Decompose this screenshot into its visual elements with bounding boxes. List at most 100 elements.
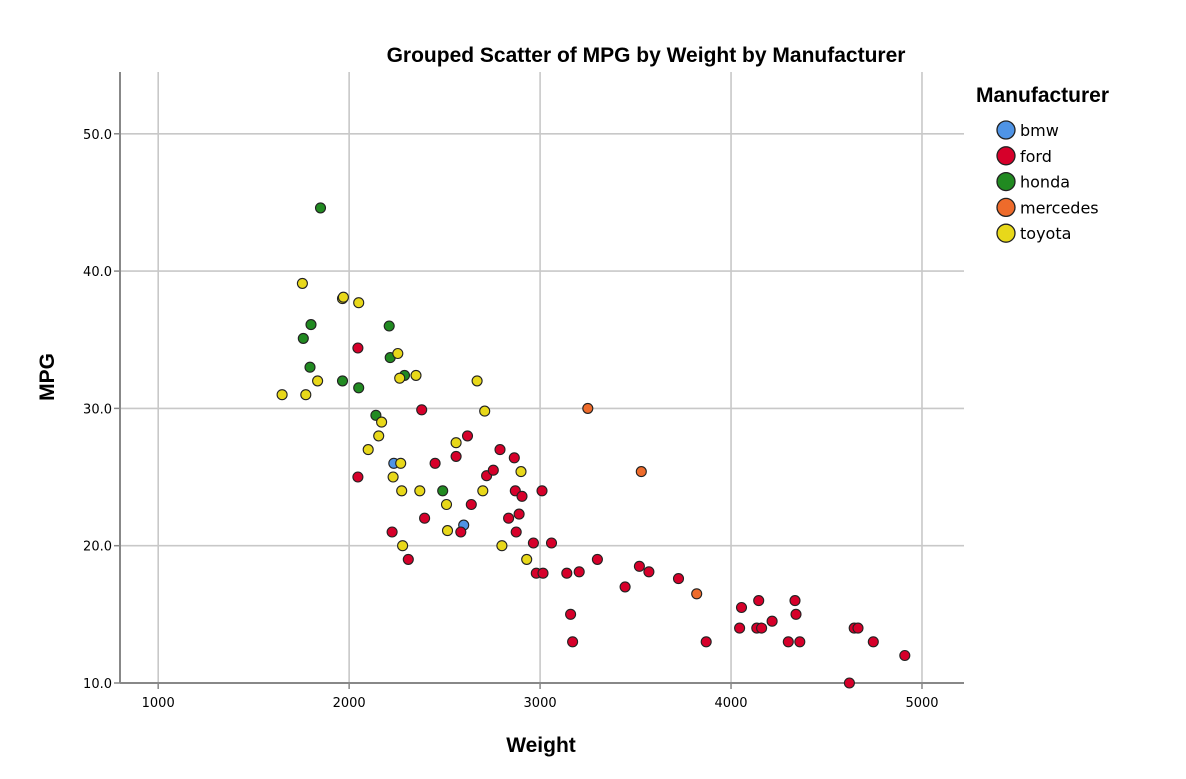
data-point-ford xyxy=(487,464,499,476)
x-axis-label: Weight xyxy=(506,734,576,757)
data-point-ford xyxy=(782,636,794,648)
legend: bmw ford honda mercedes toyota xyxy=(996,120,1099,243)
x-tick-label: 2000 xyxy=(333,696,366,711)
data-point-ford xyxy=(843,677,855,689)
data-point-toyota xyxy=(515,466,527,478)
data-point-ford xyxy=(766,615,778,627)
legend-label-bmw: bmw xyxy=(1020,121,1059,140)
data-point-ford xyxy=(619,581,631,593)
data-point-toyota xyxy=(353,297,365,309)
data-point-ford xyxy=(899,649,911,662)
data-point-toyota xyxy=(387,471,399,483)
x-tick-label: 4000 xyxy=(714,696,747,711)
data-point-toyota xyxy=(414,485,426,497)
data-point-toyota xyxy=(337,291,349,303)
data-point-ford xyxy=(416,404,428,416)
data-point-honda xyxy=(305,319,317,331)
data-point-ford xyxy=(591,553,603,565)
data-point-ford xyxy=(455,526,467,538)
x-tick-label: 5000 xyxy=(905,696,938,711)
legend-label-toyota: toyota xyxy=(1020,224,1071,243)
data-point-ford xyxy=(419,512,431,524)
data-point-ford xyxy=(510,526,522,538)
data-point-toyota xyxy=(276,389,288,401)
data-point-ford xyxy=(867,636,879,648)
data-point-toyota xyxy=(362,444,374,456)
data-point-ford xyxy=(352,342,364,354)
legend-label-honda: honda xyxy=(1020,173,1070,192)
data-point-toyota xyxy=(312,375,324,387)
y-tick-label: 10.0 xyxy=(83,677,112,692)
data-point-mercedes xyxy=(691,588,703,600)
data-point-mercedes xyxy=(582,402,594,414)
axes xyxy=(114,72,964,689)
data-point-ford xyxy=(516,490,528,502)
data-points xyxy=(276,202,911,689)
data-point-ford xyxy=(513,508,525,520)
data-point-ford xyxy=(561,567,573,579)
data-point-ford xyxy=(633,560,645,572)
y-tick-label: 40.0 xyxy=(83,265,112,280)
data-point-toyota xyxy=(496,540,508,552)
data-point-toyota xyxy=(395,457,407,469)
data-point-ford xyxy=(672,573,685,585)
data-point-toyota xyxy=(397,540,409,552)
data-point-ford xyxy=(567,636,579,648)
data-point-toyota xyxy=(392,347,404,360)
legend-label-mercedes: mercedes xyxy=(1020,198,1099,217)
y-tick-label: 30.0 xyxy=(83,402,112,417)
data-point-ford xyxy=(503,512,515,524)
data-point-ford xyxy=(734,622,746,634)
data-point-toyota xyxy=(477,485,489,497)
data-point-ford xyxy=(402,553,414,565)
data-point-ford xyxy=(565,608,577,620)
legend-marker-honda xyxy=(996,171,1016,192)
legend-marker-mercedes xyxy=(996,197,1016,218)
x-tick-label: 1000 xyxy=(142,696,175,711)
data-point-ford xyxy=(450,450,462,462)
data-point-ford xyxy=(794,636,806,648)
data-point-ford xyxy=(465,498,477,511)
data-point-toyota xyxy=(376,416,388,428)
legend-marker-toyota xyxy=(996,223,1016,243)
data-point-ford xyxy=(852,622,864,634)
data-point-toyota xyxy=(300,389,312,401)
data-point-toyota xyxy=(394,372,406,384)
data-point-honda xyxy=(297,332,309,344)
data-point-ford xyxy=(461,430,474,442)
legend-title: Manufacturer xyxy=(976,84,1109,107)
data-point-ford xyxy=(494,444,506,456)
data-point-ford xyxy=(527,537,539,549)
data-point-toyota xyxy=(373,430,385,442)
data-point-toyota xyxy=(479,405,491,417)
data-point-honda xyxy=(314,202,327,214)
data-point-ford xyxy=(429,457,441,469)
data-point-toyota xyxy=(471,375,483,387)
data-point-toyota xyxy=(440,498,453,511)
data-point-honda xyxy=(304,361,316,373)
data-point-ford xyxy=(508,452,520,464)
data-point-toyota xyxy=(441,525,454,537)
data-point-mercedes xyxy=(635,466,647,478)
data-point-ford xyxy=(545,537,558,549)
y-tick-label: 20.0 xyxy=(83,540,112,555)
data-point-toyota xyxy=(450,437,462,449)
y-axis-label: MPG xyxy=(36,353,59,401)
data-point-ford xyxy=(700,636,712,648)
data-point-ford xyxy=(643,566,655,578)
data-point-ford xyxy=(352,471,364,483)
data-point-honda xyxy=(383,320,395,332)
legend-marker-bmw xyxy=(996,120,1016,140)
data-point-ford xyxy=(753,595,765,607)
tick-labels: 1000 2000 3000 4000 5000 10.0 20.0 30.0 40.0 50.0 xyxy=(83,128,938,711)
data-point-honda xyxy=(353,382,365,394)
legend-label-ford: ford xyxy=(1020,147,1052,166)
data-point-ford xyxy=(536,485,548,497)
data-point-honda xyxy=(336,375,349,387)
data-point-ford xyxy=(537,567,549,579)
data-point-toyota xyxy=(521,553,533,565)
data-point-ford xyxy=(790,608,802,620)
data-point-toyota xyxy=(410,369,422,381)
grid-lines xyxy=(120,72,964,684)
